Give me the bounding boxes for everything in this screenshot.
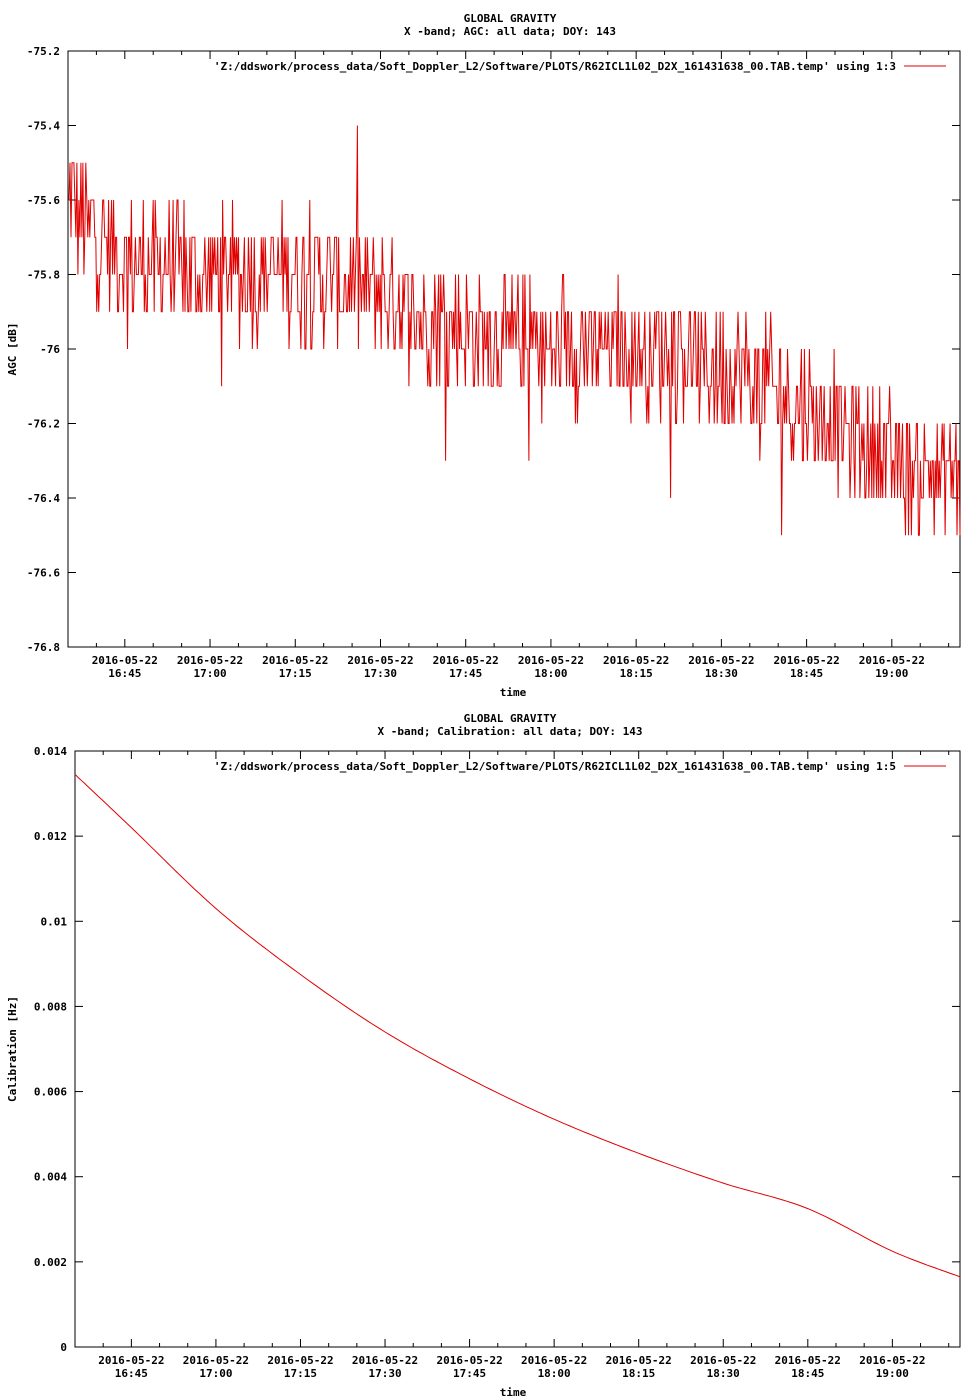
x-tick-label-time: 19:00 bbox=[875, 667, 908, 680]
y-tick-label: 0.012 bbox=[34, 830, 67, 843]
x-tick-label-date: 2016-05-22 bbox=[267, 1354, 333, 1367]
x-axis-label: time bbox=[500, 686, 527, 699]
x-tick-label-date: 2016-05-22 bbox=[436, 1354, 502, 1367]
chart-title: GLOBAL GRAVITY bbox=[464, 12, 557, 25]
x-tick-label-date: 2016-05-22 bbox=[183, 1354, 249, 1367]
y-tick-label: -76 bbox=[40, 343, 60, 356]
y-tick-label: -75.4 bbox=[27, 120, 60, 133]
y-tick-label: -75.8 bbox=[27, 269, 60, 282]
y-axis-label: AGC [dB] bbox=[6, 323, 19, 376]
x-tick-label-date: 2016-05-22 bbox=[98, 1354, 164, 1367]
x-tick-label-time: 18:15 bbox=[622, 1367, 655, 1380]
y-tick-label: 0.008 bbox=[34, 1000, 67, 1013]
x-tick-label-date: 2016-05-22 bbox=[177, 654, 243, 667]
x-tick-label-time: 17:00 bbox=[193, 667, 226, 680]
x-tick-label-time: 18:30 bbox=[705, 667, 738, 680]
x-tick-label-date: 2016-05-22 bbox=[92, 654, 158, 667]
y-tick-label: 0.004 bbox=[34, 1171, 67, 1184]
x-tick-label-date: 2016-05-22 bbox=[262, 654, 328, 667]
x-tick-label-date: 2016-05-22 bbox=[606, 1354, 672, 1367]
x-tick-label-date: 2016-05-22 bbox=[688, 654, 754, 667]
x-tick-label-date: 2016-05-22 bbox=[859, 1354, 925, 1367]
chart-title: GLOBAL GRAVITY bbox=[464, 712, 557, 725]
y-tick-label: -76.8 bbox=[27, 641, 60, 654]
x-tick-label-time: 18:15 bbox=[620, 667, 653, 680]
legend-label: 'Z:/ddswork/process_data/Soft_Doppler_L2… bbox=[214, 760, 896, 773]
x-tick-label-date: 2016-05-22 bbox=[347, 654, 413, 667]
y-tick-label: -76.4 bbox=[27, 492, 60, 505]
legend-label: 'Z:/ddswork/process_data/Soft_Doppler_L2… bbox=[214, 60, 896, 73]
x-tick-label-date: 2016-05-22 bbox=[433, 654, 499, 667]
series-line bbox=[74, 774, 961, 1278]
y-tick-label: -75.2 bbox=[27, 45, 60, 58]
x-tick-label-date: 2016-05-22 bbox=[775, 1354, 841, 1367]
y-axis-label: Calibration [Hz] bbox=[6, 996, 19, 1102]
x-tick-label-time: 17:30 bbox=[368, 1367, 401, 1380]
x-tick-label-time: 17:00 bbox=[199, 1367, 232, 1380]
y-tick-label: 0.006 bbox=[34, 1086, 67, 1099]
x-tick-label-date: 2016-05-22 bbox=[859, 654, 925, 667]
y-tick-label: -75.6 bbox=[27, 194, 60, 207]
x-tick-label-time: 18:45 bbox=[790, 667, 823, 680]
x-tick-label-time: 18:30 bbox=[707, 1367, 740, 1380]
x-tick-label-time: 18:00 bbox=[534, 667, 567, 680]
x-tick-label-time: 17:45 bbox=[449, 667, 482, 680]
x-tick-label-date: 2016-05-22 bbox=[603, 654, 669, 667]
x-tick-label-time: 17:15 bbox=[279, 667, 312, 680]
x-tick-label-time: 16:45 bbox=[108, 667, 141, 680]
series-line bbox=[68, 125, 961, 536]
plot-frame bbox=[74, 750, 961, 1348]
x-tick-label-time: 18:00 bbox=[538, 1367, 571, 1380]
x-tick-label-time: 16:45 bbox=[115, 1367, 148, 1380]
x-axis-label: time bbox=[500, 1386, 527, 1399]
plot-frame bbox=[67, 50, 961, 648]
x-tick-label-time: 18:45 bbox=[791, 1367, 824, 1380]
x-tick-label-date: 2016-05-22 bbox=[690, 1354, 756, 1367]
y-tick-label: 0 bbox=[60, 1341, 67, 1354]
x-tick-label-time: 17:30 bbox=[364, 667, 397, 680]
x-tick-label-time: 19:00 bbox=[876, 1367, 909, 1380]
y-tick-label: -76.6 bbox=[27, 567, 60, 580]
x-tick-label-date: 2016-05-22 bbox=[773, 654, 839, 667]
chart-subtitle: X -band; AGC: all data; DOY: 143 bbox=[404, 25, 616, 38]
y-tick-label: 0.002 bbox=[34, 1256, 67, 1269]
chart-subtitle: X -band; Calibration: all data; DOY: 143 bbox=[378, 725, 643, 738]
x-tick-label-time: 17:45 bbox=[453, 1367, 486, 1380]
y-tick-label: 0.01 bbox=[41, 915, 68, 928]
x-tick-label-date: 2016-05-22 bbox=[352, 1354, 418, 1367]
y-tick-label: 0.014 bbox=[34, 745, 67, 758]
x-tick-label-date: 2016-05-22 bbox=[521, 1354, 587, 1367]
x-tick-label-date: 2016-05-22 bbox=[518, 654, 584, 667]
y-tick-label: -76.2 bbox=[27, 418, 60, 431]
x-tick-label-time: 17:15 bbox=[284, 1367, 317, 1380]
